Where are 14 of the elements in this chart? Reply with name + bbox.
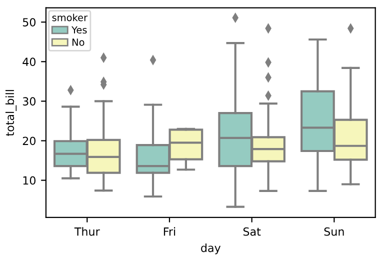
y-tick-label: 20	[22, 136, 36, 146]
legend-label: Yes	[72, 26, 87, 34]
legend-title: smoker	[52, 14, 88, 22]
legend-label: No	[72, 38, 84, 46]
y-tick-label: 50	[22, 18, 36, 26]
x-tick-label: Sun	[324, 227, 344, 236]
x-tick-label: Thur	[74, 227, 100, 236]
x-axis-title: day	[201, 243, 221, 254]
y-tick-label: 10	[23, 176, 36, 185]
x-tick-label: Sat	[243, 227, 261, 236]
y-tick-label: 40	[22, 58, 36, 66]
y-axis-title: total_bill	[5, 90, 17, 136]
y-tick-label: 30	[22, 97, 36, 106]
x-tick-label: Fri	[164, 227, 176, 236]
